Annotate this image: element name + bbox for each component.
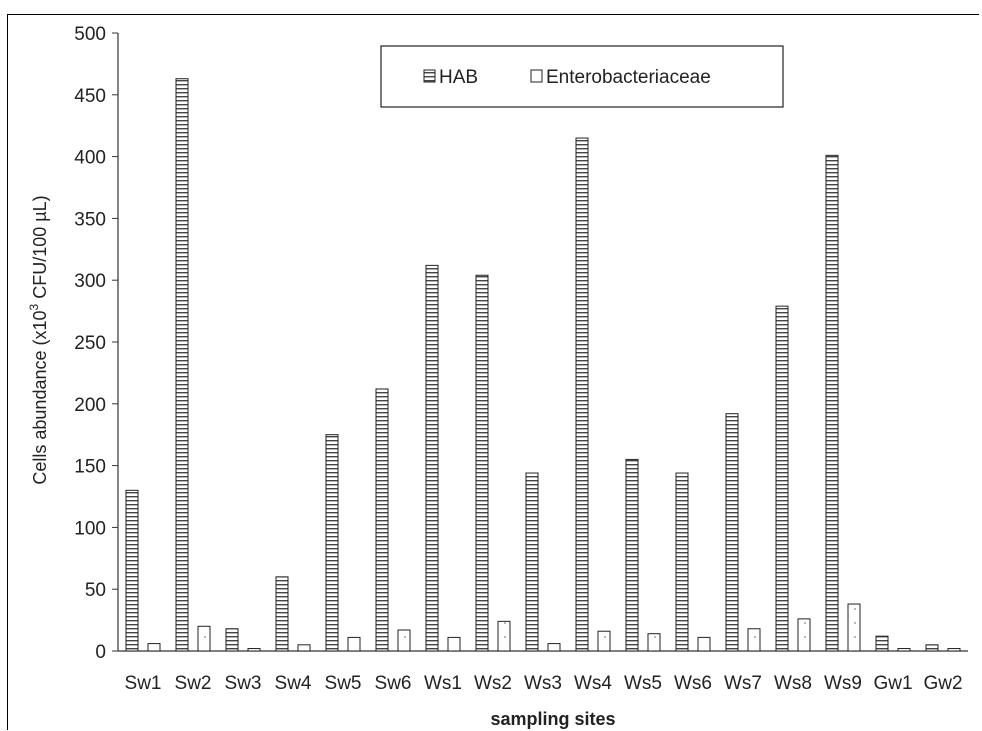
bar-enterobacteriaceae-ws8 — [797, 618, 811, 652]
y-tick-label: 400 — [74, 148, 106, 169]
x-tick-label: Gw1 — [873, 673, 912, 694]
bar-hab-sw5 — [325, 434, 339, 652]
bar-hab-ws7 — [725, 413, 739, 652]
y-ticks: 0 50 100 150 200 250 300 350 400 450 500 — [74, 24, 118, 663]
x-tick-label: Gw2 — [923, 673, 962, 694]
y-tick-label: 50 — [85, 580, 106, 601]
x-tick-label: Sw2 — [175, 673, 212, 694]
bar-enterobacteriaceae-sw6 — [397, 629, 411, 652]
bar-hab-ws1 — [425, 264, 439, 652]
y-tick-label: 300 — [74, 271, 106, 292]
legend: HAB Enterobacteriaceae — [380, 45, 784, 108]
chart-frame — [7, 14, 979, 730]
bar-enterobacteriaceae-ws9 — [847, 603, 861, 652]
y-tick-label: 150 — [74, 457, 106, 478]
x-axis-title: sampling sites — [490, 709, 615, 729]
bar-hab-sw3 — [225, 628, 239, 652]
x-tick-label: Ws8 — [774, 673, 812, 694]
bar-hab-sw1 — [125, 489, 139, 652]
bar-enterobacteriaceae-sw5 — [347, 636, 361, 652]
x-tick-label: Ws6 — [674, 673, 712, 694]
y-tick-label: 250 — [74, 333, 106, 354]
x-tick-label: Ws5 — [624, 673, 662, 694]
x-tick-label: Ws7 — [724, 673, 762, 694]
x-tick-label: Ws4 — [574, 673, 612, 694]
bar-hab-ws2 — [475, 274, 489, 652]
bar-enterobacteriaceae-sw2 — [197, 625, 211, 652]
y-tick-label: 450 — [74, 86, 106, 107]
bar-enterobacteriaceae-ws3 — [547, 643, 561, 652]
bar-hab-ws3 — [525, 472, 539, 652]
bar-enterobacteriaceae-ws2 — [497, 620, 511, 652]
x-tick-label: Sw6 — [375, 673, 412, 694]
bar-enterobacteriaceae-ws5 — [647, 633, 661, 652]
bar-enterobacteriaceae-sw4 — [297, 644, 311, 652]
y-tick-label: 500 — [74, 24, 106, 45]
x-tick-label: Ws1 — [424, 673, 462, 694]
bar-hab-ws9 — [825, 154, 839, 652]
y-tick-label: 0 — [95, 642, 106, 663]
bar-hab-gw1 — [875, 635, 889, 652]
bar-enterobacteriaceae-ws7 — [747, 628, 761, 652]
legend-label-enterobacteriaceae: Enterobacteriaceae — [546, 67, 711, 88]
x-tick-label: Sw5 — [325, 673, 362, 694]
legend-swatch-hab — [423, 69, 436, 83]
y-tick-label: 100 — [74, 518, 106, 539]
legend-box — [380, 45, 784, 108]
x-tick-label: Sw3 — [225, 673, 262, 694]
bar-enterobacteriaceae-ws6 — [697, 636, 711, 652]
bar-hab-sw6 — [375, 388, 389, 652]
bar-hab-ws6 — [675, 472, 689, 652]
bar-enterobacteriaceae-sw1 — [147, 643, 161, 652]
y-tick-label: 200 — [74, 395, 106, 416]
x-tick-label: Ws2 — [474, 673, 512, 694]
bar-hab-gw2 — [925, 644, 939, 652]
x-tick-label: Ws3 — [524, 673, 562, 694]
bar-hab-sw4 — [275, 576, 289, 652]
bar-enterobacteriaceae-gw2 — [947, 648, 961, 652]
x-tick-label: Sw1 — [125, 673, 162, 694]
x-ticks: Sw1 Sw2 Sw3 Sw4 Sw5 Sw6 Ws1 Ws2 Ws3 Ws4 Ws5 Ws6 Ws7 W… — [125, 673, 963, 694]
bars — [125, 78, 961, 652]
legend-label-hab: HAB — [439, 67, 478, 88]
x-tick-label: Ws9 — [824, 673, 862, 694]
bar-hab-ws8 — [775, 305, 789, 652]
bar-enterobacteriaceae-ws1 — [447, 636, 461, 652]
bar-hab-ws4 — [575, 137, 589, 652]
x-tick-label: Sw4 — [275, 673, 312, 694]
bar-hab-ws5 — [625, 458, 639, 652]
y-axis-title: Cells abundance (x103 CFU/100 µL) — [27, 195, 50, 484]
bar-enterobacteriaceae-gw1 — [897, 648, 911, 652]
bar-enterobacteriaceae-ws4 — [597, 630, 611, 652]
bar-enterobacteriaceae-sw3 — [247, 648, 261, 652]
y-tick-label: 350 — [74, 209, 106, 230]
legend-swatch-enterobacteriaceae — [530, 69, 543, 83]
bar-hab-sw2 — [175, 78, 189, 652]
